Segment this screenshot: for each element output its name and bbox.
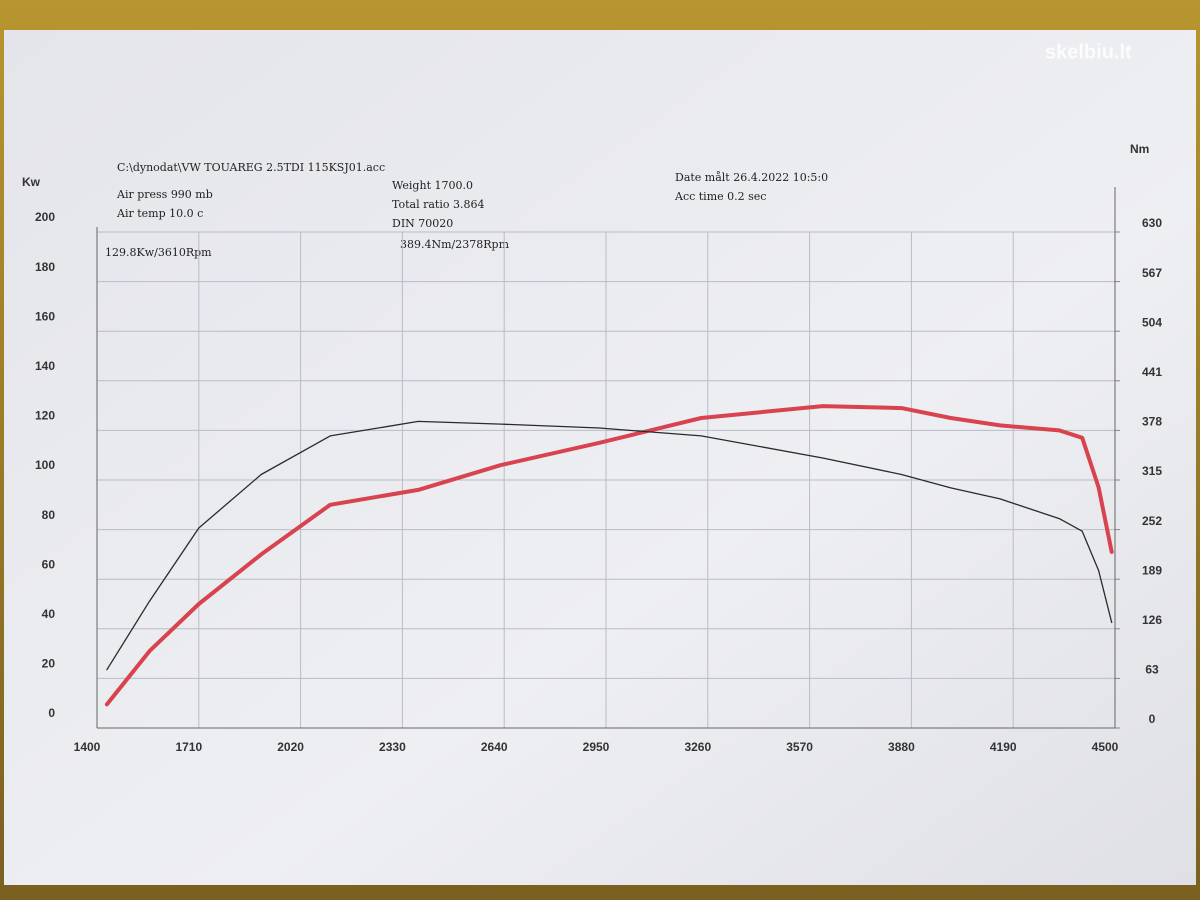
x-tick-label: 2640 [481,740,508,754]
annotation: Air press 990 mb [116,188,213,201]
x-tick-label: 2020 [277,740,304,754]
y2-tick-label: 378 [1142,415,1162,429]
y2-tick-label: 315 [1142,464,1162,478]
annotation: 389.4Nm/2378Rpm [400,238,510,251]
watermark: skelbiu.lt [1045,41,1132,63]
x-tick-label: 3260 [684,740,711,754]
y-tick-label: 120 [35,409,55,423]
x-tick-label: 3880 [888,740,915,754]
paper [4,30,1196,885]
x-tick-label: 3570 [786,740,813,754]
x-tick-label: 2950 [583,740,610,754]
annotation: Air temp 10.0 c [116,207,203,220]
y-tick-label: 180 [35,260,55,274]
data-line [106,420,1113,671]
annotation: Total ratio 3.864 [392,198,484,211]
y-tick-label: 200 [35,210,55,224]
y2-tick-label: 567 [1142,266,1162,280]
y2-tick-label: 252 [1142,514,1162,528]
annotation: 129.8Kw/3610Rpm [105,246,212,259]
y-axis-label: Kw [22,175,41,189]
y2-tick-label: 630 [1142,216,1162,230]
y-tick-label: 140 [35,359,55,373]
y-tick-label: 60 [42,557,56,571]
x-tick-label: 2330 [379,740,406,754]
x-tick-label: 1400 [74,740,101,754]
x-tick-label: 4190 [990,740,1017,754]
y-tick-label: 100 [35,458,55,472]
y-tick-label: 160 [35,309,55,323]
annotation: Weight 1700.0 [392,179,473,192]
annotation: Acc time 0.2 sec [674,190,766,203]
y-tick-label: 80 [42,508,56,522]
y2-tick-label: 504 [1142,315,1162,329]
y-tick-label: 0 [48,706,55,720]
x-tick-label: 1710 [175,740,202,754]
y-tick-label: 40 [42,607,56,621]
y2-axis-label: Nm [1130,142,1149,156]
y2-tick-label: 126 [1142,613,1162,627]
y2-tick-label: 0 [1149,712,1156,726]
file-title: C:\dynodat\VW TOUAREG 2.5TDI 115KSJ01.ac… [117,161,385,174]
annotation: Date målt 26.4.2022 10:5:0 [675,171,828,184]
y-tick-label: 20 [42,657,56,671]
annotation: DIN 70020 [392,217,453,230]
x-tick-label: 4500 [1092,740,1119,754]
y2-tick-label: 189 [1142,563,1162,577]
y2-tick-label: 441 [1142,365,1162,379]
y2-tick-label: 63 [1145,663,1159,677]
data-line [104,404,1114,707]
